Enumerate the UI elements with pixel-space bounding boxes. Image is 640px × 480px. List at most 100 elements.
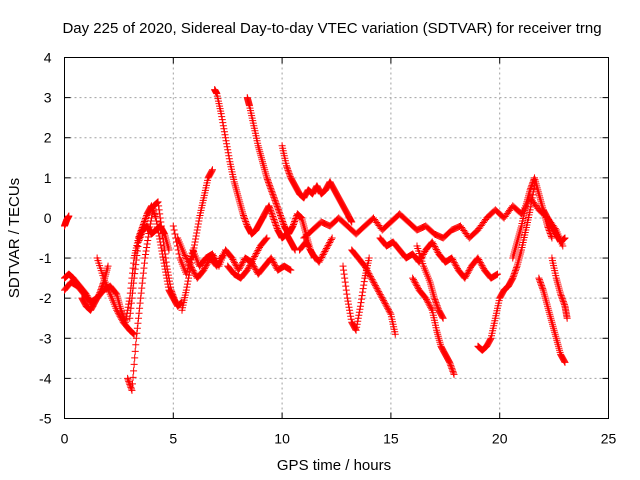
data-point <box>432 246 440 254</box>
data-point <box>511 268 519 276</box>
data-point <box>169 291 177 299</box>
data-point <box>82 290 90 298</box>
data-point <box>359 288 367 296</box>
data-point <box>267 254 275 262</box>
data-point <box>373 285 381 293</box>
data-point <box>132 341 140 349</box>
data-point <box>346 306 354 314</box>
data-point <box>486 335 494 343</box>
data-point <box>365 270 373 278</box>
data-point <box>163 262 171 270</box>
data-point <box>129 289 136 297</box>
data-point <box>189 250 197 258</box>
data-point <box>273 202 281 210</box>
data-point <box>134 314 142 322</box>
data-point <box>195 217 203 225</box>
data-point <box>537 280 545 288</box>
data-point <box>208 166 216 174</box>
data-point <box>475 256 483 264</box>
data-point <box>131 265 139 273</box>
data-point <box>191 241 199 249</box>
data-point <box>285 265 293 273</box>
data-point <box>386 309 394 317</box>
data-point <box>428 238 436 246</box>
data-point <box>353 323 361 331</box>
data-point <box>412 280 420 288</box>
data-point <box>246 262 254 270</box>
data-point <box>225 152 233 160</box>
data-point <box>237 262 245 270</box>
data-point <box>127 385 135 393</box>
data-point <box>323 243 331 251</box>
data-point <box>422 294 430 302</box>
data-point <box>133 247 141 255</box>
data-point <box>324 242 332 250</box>
data-point <box>170 226 178 234</box>
data-point <box>165 246 173 254</box>
data-point <box>268 211 276 219</box>
series-arc-15 <box>348 246 399 338</box>
data-point <box>431 243 439 251</box>
data-point <box>251 264 259 272</box>
data-point <box>340 270 348 278</box>
data-point <box>167 283 175 291</box>
data-point <box>452 262 460 270</box>
data-point <box>200 266 208 274</box>
y-tick-label: 0 <box>44 210 52 226</box>
data-point <box>144 237 152 245</box>
data-point <box>449 367 457 375</box>
series-arc-06 <box>126 222 173 322</box>
data-point <box>137 230 145 238</box>
data-point <box>276 210 284 218</box>
data-point <box>354 314 362 322</box>
data-point <box>265 202 273 210</box>
data-point <box>115 311 123 319</box>
data-point <box>218 116 226 124</box>
data-point <box>267 206 275 214</box>
data-point <box>346 309 354 317</box>
data-point <box>242 219 250 227</box>
data-point <box>218 113 226 121</box>
data-point <box>263 234 271 242</box>
data-point <box>214 261 222 269</box>
data-point <box>380 298 388 306</box>
y-axis-label: SDTVAR / TECUs <box>6 178 23 298</box>
data-point <box>134 319 142 327</box>
data-point <box>558 295 566 303</box>
data-point <box>341 278 349 286</box>
data-point <box>213 262 221 270</box>
data-point <box>272 199 280 207</box>
data-point <box>270 217 278 225</box>
y-tick-label: -2 <box>39 290 52 306</box>
data-point <box>446 360 454 368</box>
data-point <box>451 260 459 268</box>
data-point <box>345 303 353 311</box>
data-point <box>328 234 336 242</box>
data-point <box>114 308 122 316</box>
data-point <box>186 261 194 269</box>
data-point <box>464 268 472 276</box>
data-point <box>219 250 227 258</box>
data-point <box>419 251 427 259</box>
data-point <box>95 290 103 298</box>
data-point <box>357 299 365 307</box>
data-point <box>142 251 150 259</box>
data-point <box>409 274 417 282</box>
data-point <box>272 198 280 206</box>
data-point <box>129 373 137 381</box>
data-point <box>216 256 224 264</box>
data-point <box>118 315 126 323</box>
data-point <box>224 149 232 157</box>
data-point <box>375 289 383 297</box>
series-arc-21 <box>535 274 569 366</box>
data-point <box>148 211 156 219</box>
data-point <box>446 358 454 366</box>
x-tick-label: 15 <box>383 431 399 447</box>
data-point <box>252 266 260 274</box>
data-point <box>449 256 457 264</box>
data-point <box>99 280 107 288</box>
data-point <box>274 205 282 213</box>
data-point <box>326 239 334 247</box>
data-point <box>168 289 176 297</box>
